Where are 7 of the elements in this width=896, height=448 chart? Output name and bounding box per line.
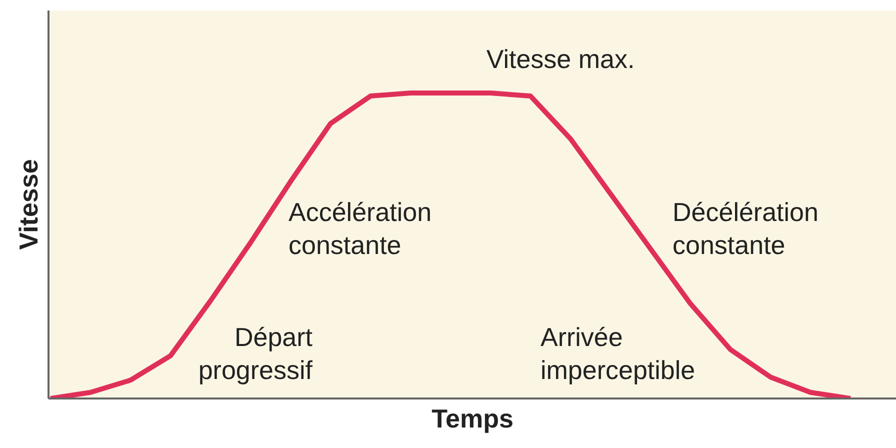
y-axis-title: Vitesse (14, 159, 44, 250)
text: Vitesse max. (486, 44, 635, 74)
annotation: Accélération constante (288, 196, 432, 260)
annotation: Départ progressif (198, 322, 314, 386)
annotation: Arrivée imperceptible (540, 322, 696, 386)
annotation: Décélération constante (672, 196, 818, 260)
x-axis-title: Temps (432, 404, 514, 434)
